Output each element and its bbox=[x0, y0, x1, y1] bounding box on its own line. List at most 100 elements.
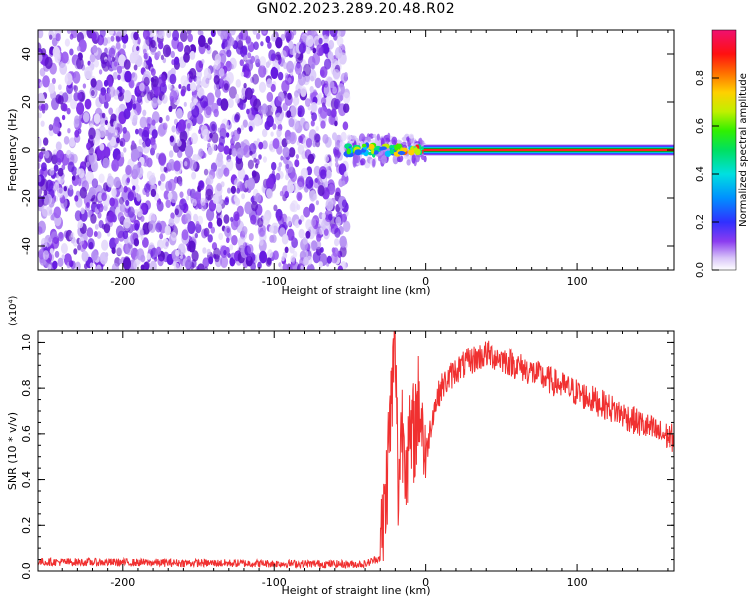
spectral-noise-blob bbox=[54, 250, 60, 258]
spectral-noise-blob bbox=[335, 161, 339, 168]
spectral-noise-blob bbox=[328, 161, 333, 168]
spectral-noise-blob bbox=[258, 81, 267, 93]
spectral-noise-blob bbox=[193, 213, 199, 222]
spectral-noise-blob bbox=[183, 101, 187, 107]
spectral-noise-blob bbox=[221, 55, 227, 63]
spectral-noise-blob bbox=[254, 163, 259, 169]
spectral-noise-blob bbox=[158, 152, 167, 165]
spectral-noise-blob bbox=[306, 35, 314, 47]
spectral-noise-blob bbox=[158, 116, 163, 124]
spectral-noise-blob bbox=[288, 147, 296, 158]
spectral-noise-blob bbox=[254, 55, 260, 63]
spectral-noise-blob bbox=[140, 264, 145, 270]
spectral-noise-blob bbox=[89, 53, 96, 63]
spectral-noise-blob bbox=[155, 222, 162, 233]
spectral-noise-blob bbox=[235, 93, 239, 100]
spectral-noise-blob bbox=[290, 200, 299, 213]
spectral-noise-blob bbox=[285, 31, 292, 41]
spectral-noise-blob bbox=[40, 120, 45, 127]
spectral-noise-blob bbox=[148, 220, 157, 233]
spectral-noise-blob bbox=[212, 194, 219, 205]
spectral-noise-blob bbox=[323, 228, 329, 236]
spectral-noise-blob bbox=[187, 33, 193, 43]
spectral-noise-blob bbox=[111, 159, 119, 172]
spectral-noise-blob bbox=[337, 91, 344, 101]
spectral-noise-blob bbox=[207, 234, 213, 243]
spectral-noise-blob bbox=[288, 40, 294, 50]
spectral-noise-blob bbox=[61, 254, 65, 260]
spectral-noise-blob bbox=[163, 166, 168, 173]
spectral-noise-blob bbox=[248, 233, 254, 241]
spectral-noise-blob bbox=[266, 177, 275, 190]
carrier-haze-blob bbox=[421, 154, 426, 160]
spectral-noise-blob bbox=[305, 138, 313, 148]
spectral-noise-blob bbox=[230, 63, 234, 70]
spectral-noise-blob bbox=[81, 250, 89, 262]
spectral-noise-blob bbox=[77, 219, 84, 229]
spectral-noise-blob bbox=[151, 75, 159, 88]
spectral-noise-blob bbox=[247, 107, 256, 121]
spectral-noise-blob bbox=[251, 170, 257, 178]
spectral-noise-blob bbox=[74, 210, 82, 222]
spectral-noise-blob bbox=[49, 167, 55, 176]
spectral-noise-blob bbox=[308, 203, 315, 213]
spectral-noise-blob bbox=[224, 197, 230, 206]
spectral-noise-blob bbox=[63, 186, 67, 192]
carrier-haze-blob bbox=[360, 158, 366, 166]
x-tick-label: 100 bbox=[567, 275, 588, 288]
spectral-noise-blob bbox=[318, 37, 323, 45]
spectral-noise-blob bbox=[67, 128, 71, 134]
spectral-noise-blob bbox=[239, 183, 246, 192]
spectral-noise-blob bbox=[244, 201, 253, 215]
spectral-noise-blob bbox=[225, 132, 230, 138]
spectral-noise-blob bbox=[244, 87, 253, 100]
spectral-noise-blob bbox=[184, 161, 188, 167]
spectral-noise-blob bbox=[279, 265, 284, 270]
spectral-noise-blob bbox=[136, 248, 145, 261]
spectral-noise-blob bbox=[266, 78, 273, 88]
spectral-noise-blob bbox=[48, 124, 53, 131]
spectral-noise-blob bbox=[159, 182, 165, 191]
spectral-noise-blob bbox=[197, 263, 205, 270]
spectral-noise-blob bbox=[262, 140, 268, 150]
spectral-noise-blob bbox=[311, 112, 317, 122]
spectral-noise-blob bbox=[280, 155, 284, 161]
spectral-noise-blob bbox=[282, 263, 289, 270]
spectral-noise-blob bbox=[55, 33, 61, 42]
spectral-noise-blob bbox=[240, 71, 244, 77]
spectral-noise-blob bbox=[235, 158, 244, 171]
spectral-noise-blob bbox=[290, 171, 298, 183]
spectral-noise-blob bbox=[218, 232, 224, 241]
spectral-noise-blob bbox=[267, 41, 272, 49]
spectral-noise-blob bbox=[296, 191, 303, 202]
spectral-noise-blob bbox=[125, 164, 132, 176]
spectral-noise-blob bbox=[200, 125, 208, 137]
spectral-noise-blob bbox=[143, 52, 148, 60]
spectral-noise-blob bbox=[216, 217, 223, 227]
spectral-noise-blob bbox=[72, 71, 81, 84]
spectral-noise-blob bbox=[77, 92, 82, 100]
spectral-noise-blob bbox=[149, 260, 157, 270]
spectral-noise-blob bbox=[139, 82, 145, 92]
spectral-noise-blob bbox=[313, 133, 320, 143]
spectral-noise-blob bbox=[233, 211, 240, 222]
spectral-noise-blob bbox=[271, 106, 275, 113]
spectral-noise-blob bbox=[186, 244, 192, 252]
spectral-noise-blob bbox=[241, 226, 248, 235]
carrier-haze-blob bbox=[367, 136, 372, 143]
spectral-noise-blob bbox=[303, 256, 309, 266]
carrier-haze-blob bbox=[408, 133, 414, 139]
spectral-noise-blob bbox=[249, 150, 253, 156]
spectral-noise-blob bbox=[177, 243, 186, 256]
spectral-noise-blob bbox=[66, 30, 71, 34]
spectral-noise-blob bbox=[204, 266, 209, 270]
spectral-noise-blob bbox=[40, 103, 46, 111]
spectral-noise-blob bbox=[295, 51, 304, 64]
spectral-noise-blob bbox=[117, 212, 124, 222]
spectral-noise-blob bbox=[176, 41, 184, 52]
spectral-noise-blob bbox=[38, 30, 44, 39]
spectral-noise-blob bbox=[226, 49, 232, 58]
spectral-noise-blob bbox=[286, 110, 292, 118]
spectral-noise-blob bbox=[275, 96, 283, 107]
